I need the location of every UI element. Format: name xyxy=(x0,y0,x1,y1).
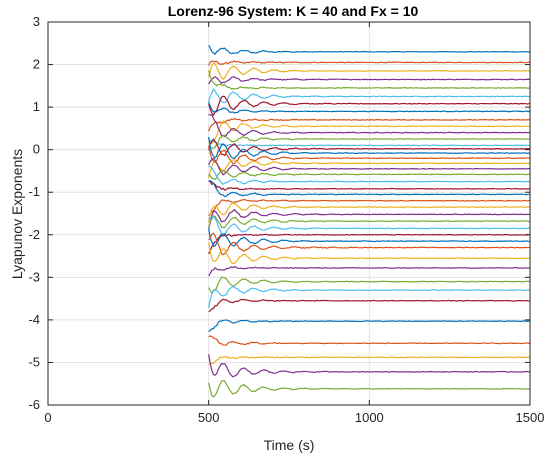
series-line-17 xyxy=(208,159,531,179)
series-line-8 xyxy=(208,101,531,114)
series-line-18 xyxy=(208,157,531,176)
plot-frame xyxy=(47,21,531,406)
series-line-21 xyxy=(208,180,531,191)
x-tick-label-3: 1500 xyxy=(516,410,545,425)
y-tick-label-4: -1 xyxy=(28,184,40,199)
series-line-7 xyxy=(208,95,531,116)
tick-labels: 0 500 1000 1500 3 2 1 0 -1 -2 -3 -4 -5 -6 xyxy=(28,14,544,425)
series-lines xyxy=(208,45,531,398)
series-line-22 xyxy=(208,180,531,198)
series-line-24 xyxy=(208,202,531,223)
y-tick-label-8: -5 xyxy=(28,354,40,369)
series-line-6 xyxy=(208,88,531,104)
y-tick-label-6: -3 xyxy=(28,269,40,284)
series-line-1 xyxy=(208,45,531,55)
x-tick-label-0: 0 xyxy=(44,410,51,425)
series-line-16 xyxy=(208,145,531,164)
series-line-40 xyxy=(208,380,531,398)
x-tick-label-2: 1000 xyxy=(355,410,384,425)
series-line-26 xyxy=(208,215,531,229)
series-line-34 xyxy=(208,286,531,309)
series-line-23 xyxy=(208,198,531,216)
series-line-13 xyxy=(208,137,531,147)
series-line-10 xyxy=(208,120,531,145)
series-line-4 xyxy=(208,76,531,85)
y-axis-label: Lyapunov Exponents xyxy=(9,149,25,279)
series-line-14 xyxy=(208,138,531,157)
y-tick-label-3: 0 xyxy=(33,142,40,157)
series-line-36 xyxy=(208,319,531,332)
series-line-38 xyxy=(208,355,531,365)
series-line-32 xyxy=(208,266,531,277)
series-line-3 xyxy=(208,62,531,80)
series-line-5 xyxy=(208,70,531,90)
y-tick-label-5: -2 xyxy=(28,227,40,242)
series-line-25 xyxy=(208,209,531,230)
series-line-19 xyxy=(208,169,531,180)
y-tick-label-7: -4 xyxy=(28,312,40,327)
series-line-11 xyxy=(208,113,531,138)
series-line-15 xyxy=(208,136,531,160)
chart-title: Lorenz-96 System: K = 40 and Fx = 10 xyxy=(168,3,419,19)
y-tick-label-1: 2 xyxy=(33,57,40,72)
x-axis-label: Time (s) xyxy=(264,437,315,453)
y-tick-label-0: 3 xyxy=(33,14,40,29)
series-line-20 xyxy=(208,165,531,185)
series-line-39 xyxy=(208,354,531,378)
x-tick-label-1: 500 xyxy=(198,410,220,425)
series-line-31 xyxy=(208,242,531,265)
series-line-30 xyxy=(208,232,531,256)
y-tick-label-2: 1 xyxy=(33,99,40,114)
y-tick-label-9: -6 xyxy=(28,397,40,412)
series-line-2 xyxy=(208,60,531,66)
series-line-37 xyxy=(208,335,531,346)
series-line-28 xyxy=(208,233,531,255)
series-line-27 xyxy=(208,215,531,236)
series-line-33 xyxy=(208,276,531,294)
series-line-9 xyxy=(208,117,531,132)
series-line-35 xyxy=(208,298,531,313)
axes xyxy=(47,21,531,406)
series-line-29 xyxy=(208,228,531,248)
series-line-12 xyxy=(208,134,531,149)
